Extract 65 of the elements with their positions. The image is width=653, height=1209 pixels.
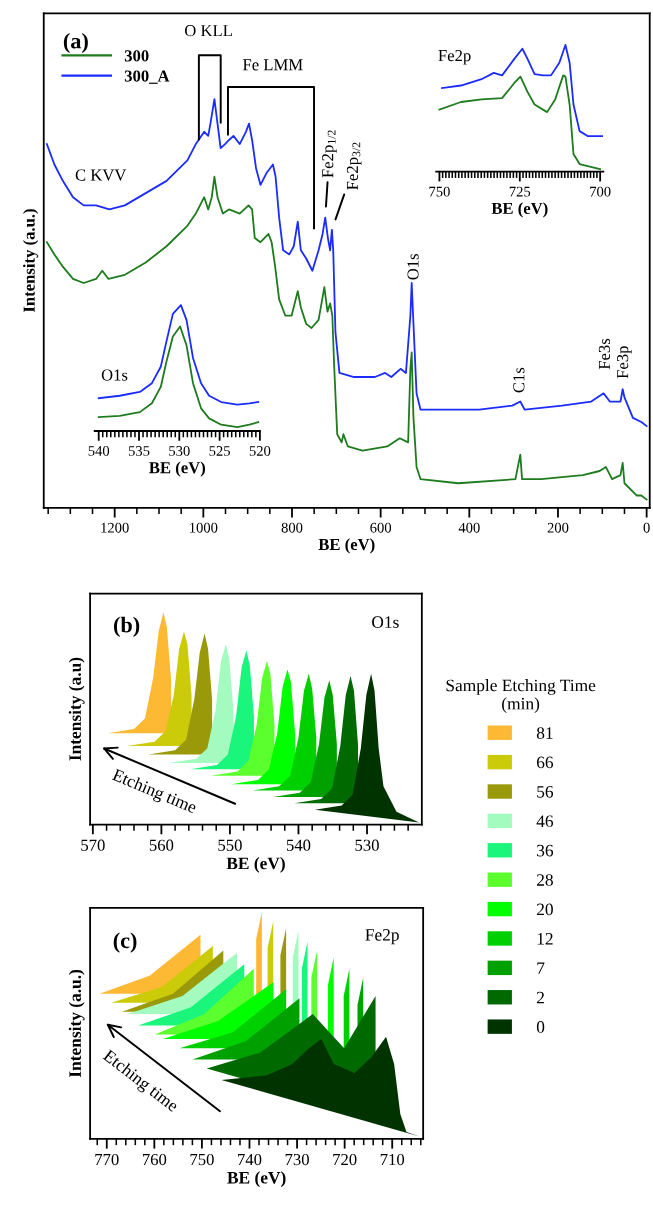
x-axis-title: BE (eV) [226,857,285,873]
x-tick-label: 600 [370,522,392,533]
x-tick-label: 540 [88,446,110,456]
x-tick-label: 400 [458,522,480,533]
text: (c) [113,932,137,953]
legend-label: 0 [536,1021,545,1033]
annotation: C KVV [75,169,127,181]
legend-label: 36 [537,844,554,857]
legend-label: 300 [124,50,149,62]
x-tick-label: 800 [281,522,303,533]
y-axis-title: Intensity (a.u) [68,657,85,761]
x-tick-label: 730 [285,1153,309,1166]
legend-label: 12 [537,932,553,945]
x-tick-label: 740 [238,1153,262,1166]
x-tick-label: 570 [81,839,105,851]
annotation: O1s [407,253,419,280]
x-tick-label: 750 [190,1153,214,1166]
text: O1s [101,369,128,381]
x-tick-label: 1000 [190,522,218,533]
x-axis-title: BE (eV) [149,461,206,477]
legend-label: 7 [537,962,545,974]
y-axis-title: Intensity (a.u.) [68,969,85,1078]
chart-title: (b) [114,616,140,637]
x-tick-label: 530 [355,839,379,851]
legend-label: 20 [537,903,553,916]
chart-title: (a) [63,32,88,54]
legend-label: 300_A [124,70,170,84]
x-tick-label: 535 [128,446,150,456]
x-tick-label: 550 [218,839,242,851]
text: Fe LMM [242,59,303,71]
y-axis-title: Intensity (a.u.) [23,209,39,313]
legend-label: 81 [536,727,553,739]
annotation: O1s [372,616,399,628]
legend-title: Sample Etching Time (min) [446,679,596,714]
x-tick-label: 1200 [101,522,129,533]
legend-label: 66 [536,756,554,769]
annotation: C1s [513,367,525,393]
chart-title: Fe2p [438,50,471,65]
x-tick-label: 700 [590,186,611,197]
x-tick-label: 200 [547,522,569,533]
x-tick-label: 720 [333,1153,357,1166]
text: O KLL [184,25,232,37]
x-tick-label: 710 [380,1153,405,1166]
x-tick-label: 540 [286,839,311,851]
legend-label: 46 [536,815,554,828]
x-tick-label: 525 [209,446,230,456]
annotation: Fe3s [598,338,611,370]
x-axis-title: BE (eV) [318,538,375,554]
legend-label: 28 [537,874,553,886]
x-tick-label: 0 [643,522,650,533]
x-tick-label: 725 [509,186,531,197]
x-axis-title: BE (eV) [491,202,548,218]
x-tick-label: 530 [169,446,190,456]
x-tick-label: 750 [429,186,450,197]
annotation: Fe2p [365,929,399,945]
legend-label: 56 [537,786,554,798]
x-tick-label: 760 [142,1153,167,1166]
x-axis-title: BE (eV) [227,1171,286,1188]
annotation: Fe2p$_{3/2}$ [346,142,362,190]
legend-label: 2 [537,991,544,1004]
annotation: Fe3p [617,346,632,379]
x-tick-label: 770 [95,1153,119,1166]
annotation: Fe2p$_{1/2}$ [322,130,337,178]
x-tick-label: 520 [249,446,271,456]
x-tick-label: 560 [149,839,174,851]
